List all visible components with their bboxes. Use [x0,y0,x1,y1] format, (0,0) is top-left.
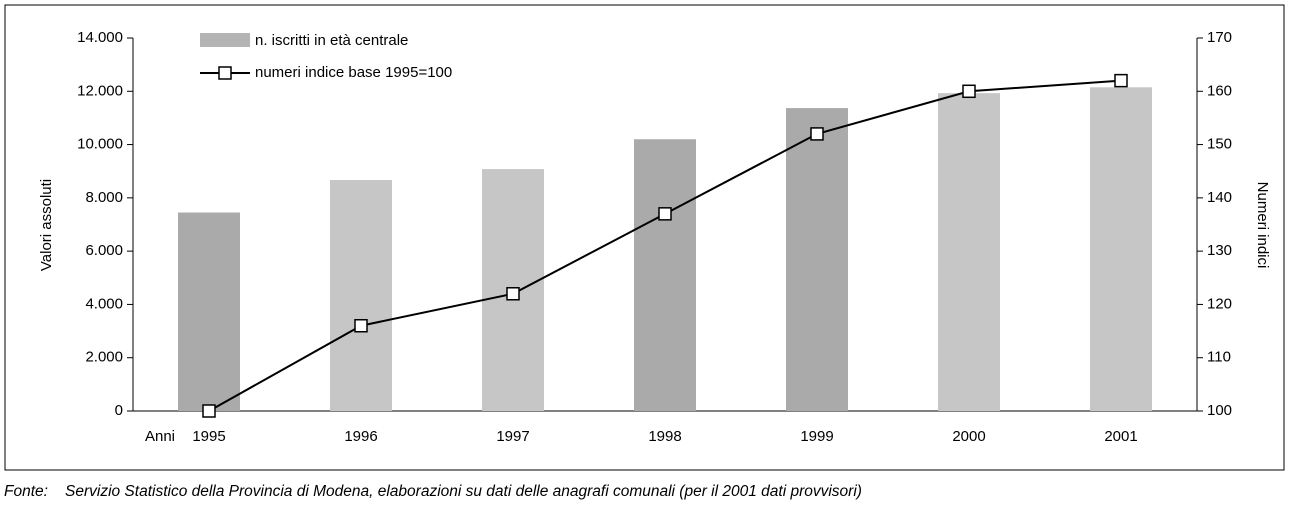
line-marker [658,207,672,221]
line-marker [1114,73,1128,88]
y2-tick-label: 110 [1207,349,1231,366]
y-tick-label: 2.000 [85,349,123,366]
x-tick-label: 1995 [192,428,225,445]
chart-frame [4,4,1285,471]
x-tick-label: 1997 [496,428,529,445]
line-marker [810,127,824,141]
y-tick-label: 10.000 [77,136,123,153]
y-tick-label: 6.000 [85,242,123,259]
y-tick-label: 0 [115,402,123,419]
x-tick-label: 2001 [1104,428,1137,445]
x-tick-label: 1999 [800,428,833,445]
x-tick-label: 1996 [344,428,377,445]
y-tick-label: 8.000 [85,189,123,206]
x-tick-label: 1998 [648,428,681,445]
y-tick-label: 4.000 [85,295,123,312]
line-marker [354,318,368,333]
y-tick-label: 12.000 [77,82,123,99]
x-tick-label: 2000 [952,428,985,445]
y-tick-label: 14.000 [77,29,123,46]
legend-swatch [200,33,250,47]
y2-tick-label: 140 [1207,189,1232,206]
legend-marker [218,66,232,80]
y2-tick-label: 120 [1207,295,1232,312]
bar [178,212,240,411]
y2-tick-label: 150 [1207,136,1232,153]
y2-tick-label: 130 [1207,242,1232,259]
y2-tick-label: 170 [1207,29,1232,46]
legend-label: n. iscritti in età centrale [255,32,408,49]
x-axis-label: Anni [145,428,175,445]
line-marker [506,287,520,301]
y2-axis-label: Numeri indici [1254,182,1271,269]
y-axis-label: Valori assoluti [38,179,55,271]
y2-tick-label: 160 [1207,82,1232,99]
bar [330,180,392,411]
bar [938,93,1000,412]
line-marker [202,404,216,418]
bar [786,108,848,412]
source-label: Fonte: [4,483,48,500]
source: Servizio Statistico della Provincia di M… [65,483,862,500]
bar [634,139,696,411]
bar [1090,87,1152,412]
line-marker [962,84,976,99]
y2-tick-label: 100 [1207,402,1232,419]
legend-label: numeri indice base 1995=100 [255,64,452,81]
